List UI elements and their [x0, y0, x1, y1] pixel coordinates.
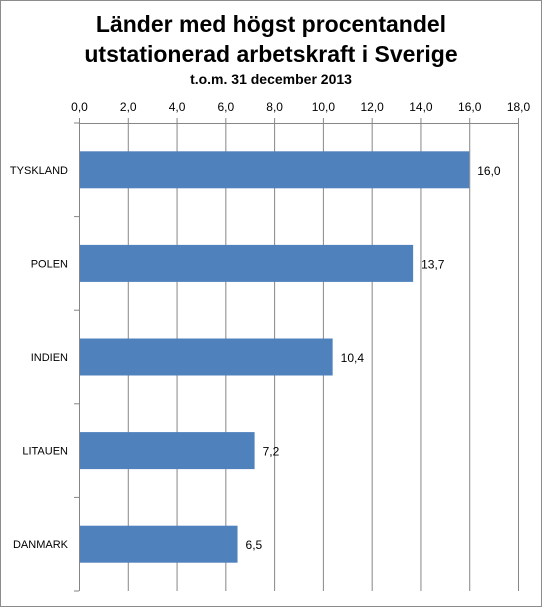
category-label: INDIEN: [31, 352, 68, 364]
data-label: 16,0: [477, 164, 501, 178]
data-label: 7,2: [263, 445, 280, 459]
chart-title: Länder med högst procentandel: [95, 11, 447, 37]
x-tick-label: 0,0: [71, 100, 88, 114]
bar: [80, 244, 414, 282]
category-label: DANMARK: [13, 539, 69, 551]
x-tick-label: 8,0: [266, 100, 283, 114]
x-tick-label: 14,0: [409, 100, 433, 114]
x-tick-label: 10,0: [312, 100, 336, 114]
category-label: TYSKLAND: [10, 165, 68, 177]
x-tick-label: 2,0: [120, 100, 137, 114]
bar: [80, 432, 255, 470]
x-tick-label: 4,0: [169, 100, 186, 114]
category-label: POLEN: [31, 258, 68, 270]
x-tick-label: 16,0: [458, 100, 482, 114]
bar: [80, 525, 238, 563]
bar: [80, 338, 333, 376]
data-label: 10,4: [341, 351, 365, 365]
category-label: LITAUEN: [22, 446, 68, 458]
chart-title-line-2: utstationerad arbetskraft i Sverige: [84, 41, 458, 67]
chart-subtitle: t.o.m. 31 december 2013: [190, 71, 352, 87]
data-label: 13,7: [421, 257, 445, 271]
x-tick-label: 12,0: [360, 100, 384, 114]
x-tick-label: 6,0: [217, 100, 234, 114]
x-tick-label: 18,0: [507, 100, 531, 114]
bar: [80, 151, 470, 189]
data-label: 6,5: [246, 538, 263, 552]
